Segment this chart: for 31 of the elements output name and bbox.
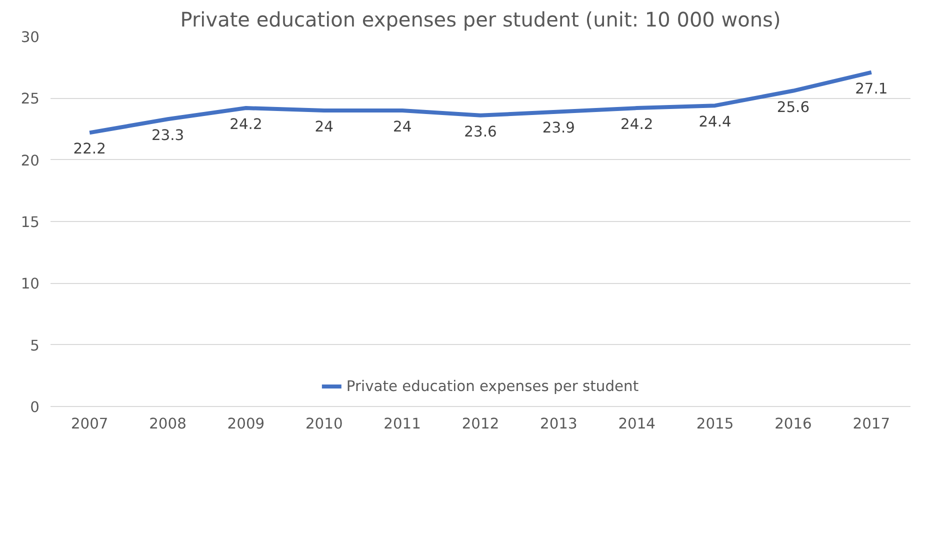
data-label: 25.6 xyxy=(776,98,810,116)
y-tick-label: 10 xyxy=(20,276,40,293)
data-label: 22.2 xyxy=(73,140,106,158)
data-label: 23.6 xyxy=(464,123,497,140)
y-tick-label: 20 xyxy=(20,152,40,170)
chart-title: Private education expenses per student (unit: 10 000 wons) xyxy=(180,8,781,32)
x-tick-label: 2011 xyxy=(384,416,421,432)
data-label: 27.1 xyxy=(855,80,888,98)
data-label: 24 xyxy=(314,118,334,136)
x-tick-label: 2008 xyxy=(149,416,186,432)
x-tick-label: 2010 xyxy=(305,416,343,432)
y-tick-label: 5 xyxy=(30,337,40,354)
x-tick-label: 2014 xyxy=(618,416,656,432)
x-tick-label: 2012 xyxy=(462,416,500,432)
x-tick-label: 2016 xyxy=(774,416,812,432)
data-label: 24 xyxy=(392,118,412,136)
data-label: 23.3 xyxy=(151,127,184,144)
y-tick-label: 25 xyxy=(20,90,40,108)
x-tick-label: 2017 xyxy=(852,416,890,432)
data-label: 24.2 xyxy=(620,116,654,134)
legend-label: Private education expenses per student xyxy=(346,378,639,394)
x-tick-label: 2013 xyxy=(540,416,578,432)
data-label: 23.9 xyxy=(542,120,576,137)
x-tick-label: 2007 xyxy=(70,416,108,432)
y-tick-label: 15 xyxy=(20,214,40,231)
y-tick-label: 30 xyxy=(20,29,40,46)
y-tick-label: 0 xyxy=(30,399,40,416)
x-tick-label: 2009 xyxy=(227,416,265,432)
x-tick-label: 2015 xyxy=(696,416,734,432)
data-label: 24.4 xyxy=(698,114,732,131)
data-label: 24.2 xyxy=(230,116,262,134)
